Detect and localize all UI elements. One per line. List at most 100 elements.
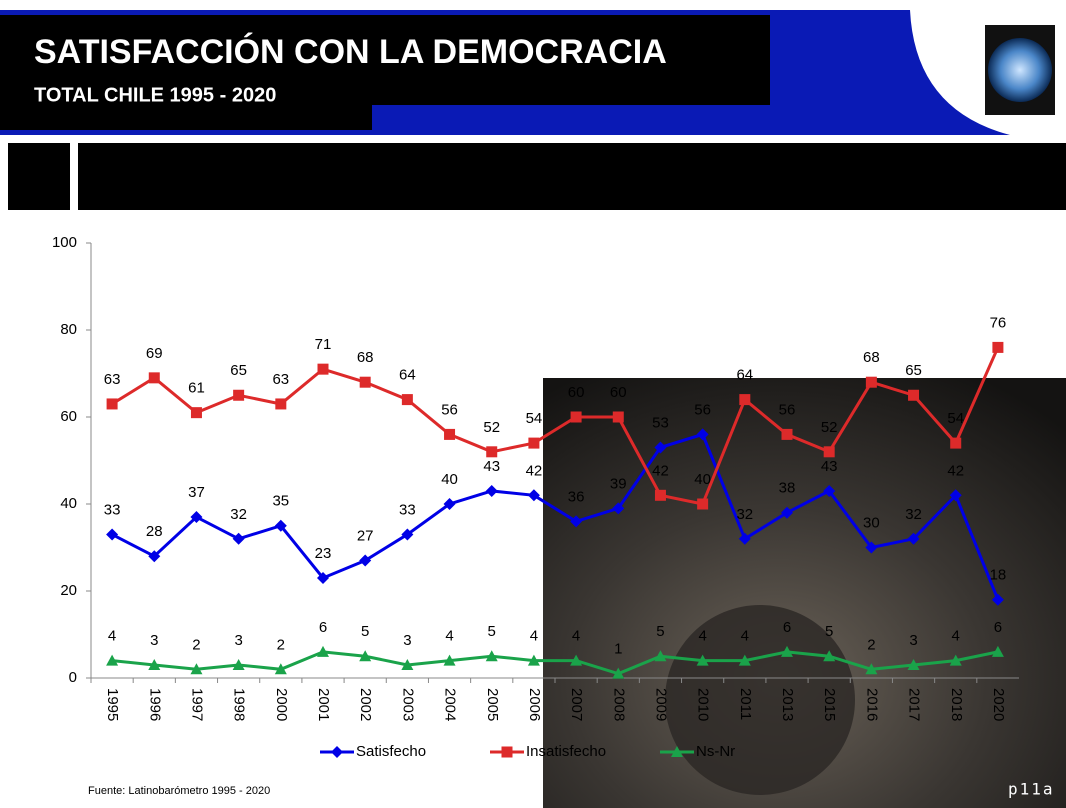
data-label: 43	[821, 458, 838, 475]
data-label: 32	[230, 506, 247, 523]
data-label: 1	[614, 641, 622, 658]
point	[485, 484, 498, 497]
data-label: 68	[357, 349, 374, 366]
data-label: 23	[315, 545, 332, 562]
data-label: 28	[146, 523, 163, 540]
y-tick-label: 40	[60, 495, 77, 512]
point	[570, 411, 582, 423]
point	[331, 746, 343, 758]
data-label: 40	[441, 471, 458, 488]
data-label: 64	[399, 367, 416, 384]
point	[738, 532, 751, 545]
x-tick-label: 1996	[146, 688, 163, 721]
point	[696, 428, 709, 441]
data-label: 4	[952, 628, 960, 645]
data-label: 56	[694, 401, 711, 418]
point	[274, 519, 287, 532]
point	[317, 571, 329, 584]
x-tick-label: 2013	[779, 688, 796, 721]
point	[654, 489, 666, 501]
point	[697, 498, 709, 510]
data-label: 42	[526, 462, 543, 479]
data-label: 3	[234, 632, 242, 649]
point	[907, 532, 920, 545]
series-line	[111, 346, 1000, 506]
data-label: 4	[572, 628, 580, 645]
point	[865, 376, 877, 388]
x-tick-label: 1995	[104, 688, 121, 721]
point	[781, 506, 793, 519]
point	[671, 746, 683, 757]
point	[359, 650, 372, 662]
data-label: 2	[867, 636, 875, 653]
data-label: 4	[741, 628, 749, 645]
x-tick-label: 2010	[695, 688, 712, 721]
point	[401, 394, 413, 406]
point	[570, 515, 583, 528]
page-label: p11a	[1008, 780, 1055, 799]
data-label: 4	[698, 628, 706, 645]
data-label: 33	[399, 501, 416, 518]
data-label: 68	[863, 349, 880, 366]
x-tick-label: 2000	[273, 688, 290, 721]
logo-globe	[988, 38, 1052, 102]
data-label: 6	[783, 619, 791, 636]
x-tick-label: 2001	[315, 688, 332, 721]
subtitle: TOTAL CHILE 1995 - 2020	[34, 84, 276, 106]
data-label: 36	[568, 488, 585, 505]
data-label: 65	[230, 362, 247, 379]
point	[359, 376, 371, 388]
data-label: 61	[188, 380, 205, 397]
x-tick-label: 2009	[652, 688, 669, 721]
x-tick-label: 2004	[442, 688, 459, 721]
data-label: 5	[361, 623, 369, 640]
y-tick-label: 0	[69, 669, 77, 686]
point	[865, 663, 878, 675]
point	[908, 389, 920, 401]
point	[528, 437, 540, 449]
y-tick-label: 100	[52, 234, 77, 251]
data-label: 39	[610, 475, 627, 492]
data-label: 43	[483, 458, 500, 475]
point	[781, 428, 793, 440]
point	[444, 428, 456, 440]
data-label: 76	[990, 314, 1007, 331]
data-label: 3	[909, 632, 917, 649]
x-tick-label: 2011	[737, 688, 754, 720]
point	[106, 654, 119, 666]
point	[106, 398, 118, 410]
x-tick-label: 2016	[863, 688, 880, 721]
point	[317, 645, 329, 657]
data-label: 5	[825, 623, 833, 640]
point	[612, 667, 625, 679]
data-label: 27	[357, 528, 374, 545]
data-label: 40	[694, 471, 711, 488]
series-line	[111, 432, 1000, 601]
data-label: 69	[146, 345, 163, 362]
x-tick-label: 2017	[906, 688, 923, 721]
data-label: 56	[779, 401, 796, 418]
bar	[78, 143, 1066, 210]
data-label: 65	[905, 362, 922, 379]
point	[527, 489, 540, 502]
point	[443, 498, 456, 510]
data-label: 18	[990, 567, 1007, 584]
point	[823, 484, 836, 497]
point	[148, 372, 160, 384]
data-label: 2	[192, 636, 200, 653]
x-tick-label: 1998	[231, 688, 248, 721]
x-tick-label: 2018	[948, 688, 965, 721]
series-line	[111, 650, 999, 676]
point	[190, 663, 203, 675]
point	[696, 654, 709, 666]
data-label: 54	[947, 410, 964, 427]
x-tick-label: 2008	[610, 688, 627, 721]
photo-dial	[665, 605, 855, 795]
point	[612, 411, 624, 423]
point	[949, 489, 962, 502]
point	[486, 446, 498, 458]
point	[485, 650, 498, 662]
data-label: 6	[994, 619, 1002, 636]
data-label: 53	[652, 414, 669, 431]
